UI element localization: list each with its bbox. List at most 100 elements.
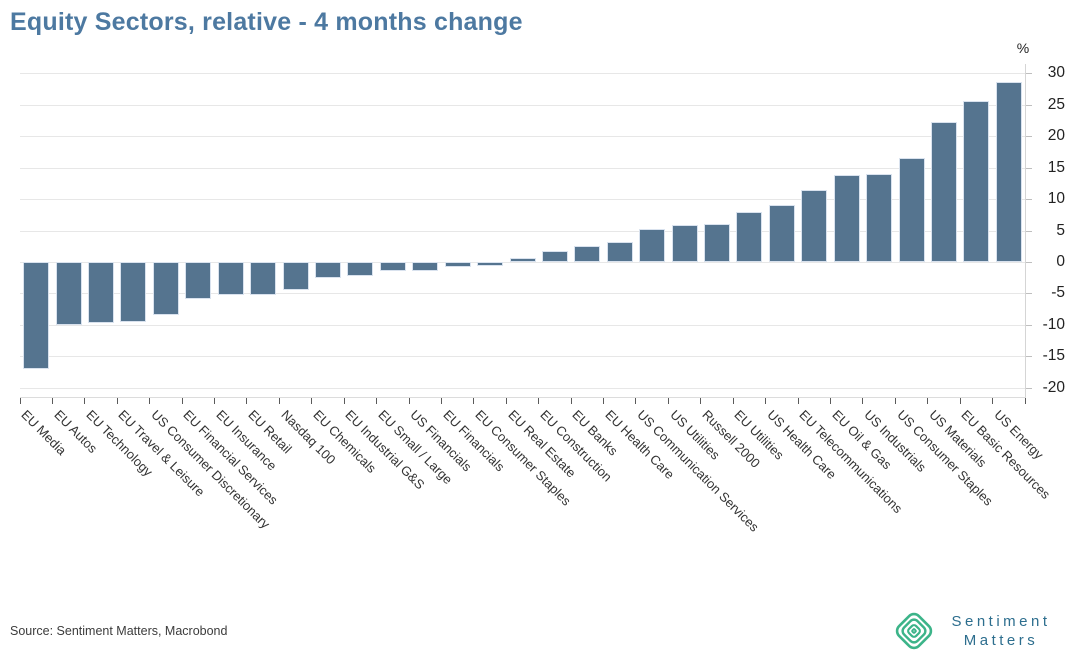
bar-us-materials [930,122,957,262]
x-tick-mark [116,398,118,404]
y-axis-unit-label: % [1016,40,1030,56]
x-tick-mark [603,398,605,404]
bar-eu-telecommunications [801,190,828,262]
y-tick-label: 0 [1056,252,1065,270]
y-tick-label: 5 [1056,221,1065,239]
x-tick-mark [181,398,183,404]
y-tick-label: -5 [1051,284,1065,302]
bar-eu-basic-resources [963,101,990,262]
bar-chart-plot-area [19,64,1032,404]
bar-eu-technology [88,261,115,324]
x-tick-mark [278,398,280,404]
y-tick-mark [1026,167,1032,169]
y-tick-mark [1026,387,1032,389]
logo-line-2: Matters [963,632,1039,649]
gridline [20,104,1026,106]
x-tick-mark [473,398,475,404]
x-tick-mark [51,398,53,404]
y-axis-labels: 30 25 20 15 10 5 0 -5 -10 -15 -20 [1031,64,1065,397]
x-tick-mark [667,398,669,404]
x-tick-mark [992,398,994,404]
logo-line-1: Sentiment [951,613,1051,630]
y-tick-label: -10 [1042,315,1065,333]
x-tick-mark [505,398,507,404]
y-tick-mark [1026,199,1032,201]
logo-wordmark: Sentiment Matters [939,612,1063,650]
y-tick-mark [1026,73,1032,75]
page-title: Equity Sectors, relative - 4 months chan… [10,8,523,36]
y-tick-label: 30 [1047,64,1065,82]
bar-eu-chemicals [314,261,341,279]
bar-us-consumer-discretionary [152,261,179,315]
x-tick-mark [959,398,961,404]
y-tick-mark [1026,324,1032,326]
x-tick-mark [570,398,572,404]
y-tick-mark [1026,230,1032,232]
x-tick-mark [732,398,734,404]
gridline [20,261,1026,263]
x-tick-mark [214,398,216,404]
bar-eu-small-large [379,261,406,272]
bar-eu-industrial-g-s [347,261,374,276]
y-tick-mark [1026,104,1032,106]
concentric-diamond-icon [895,612,933,650]
bar-us-consumer-staples [898,158,925,262]
x-tick-mark [894,398,896,404]
bar-eu-real-estate [509,258,536,262]
x-tick-mark [84,398,86,404]
bar-eu-consumer-staples [477,261,504,266]
bar-nasdaq-100 [282,261,309,290]
gridline [20,199,1026,201]
bar-us-financials [412,261,439,271]
bar-eu-financials [444,261,471,267]
x-tick-mark [700,398,702,404]
gridline [20,293,1026,295]
gridline [20,230,1026,232]
x-tick-mark [797,398,799,404]
gridline [20,136,1026,138]
y-tick-label: 15 [1047,158,1065,176]
bar-eu-autos [55,261,82,325]
x-tick-mark [538,398,540,404]
bar-us-industrials [866,173,893,262]
bar-us-utilities [671,225,698,262]
gridline [20,387,1026,389]
gridline [20,356,1026,358]
bar-eu-construction [541,250,568,262]
y-tick-mark [1026,261,1032,263]
x-tick-mark [246,398,248,404]
x-tick-mark [862,398,864,404]
x-axis-line [20,397,1026,398]
bar-eu-health-care [606,241,633,262]
bar-us-energy [995,81,1022,262]
y-tick-label: -15 [1042,347,1065,365]
bar-eu-insurance [217,261,244,296]
x-tick-mark [408,398,410,404]
bar-eu-retail [250,261,277,295]
y-tick-mark [1026,293,1032,295]
gridline [20,167,1026,169]
bar-eu-media [23,261,50,369]
bar-eu-financial-services [185,261,212,299]
gridline [20,324,1026,326]
bar-us-communication-services [639,228,666,262]
x-tick-mark [829,398,831,404]
x-tick-mark [1024,398,1026,404]
x-tick-mark [765,398,767,404]
y-tick-label: -20 [1042,378,1065,396]
x-tick-mark [149,398,151,404]
x-tick-mark [311,398,313,404]
y-tick-label: 20 [1047,127,1065,145]
bar-eu-banks [574,245,601,262]
x-tick-mark [376,398,378,404]
y-tick-mark [1026,136,1032,138]
y-tick-label: 10 [1047,190,1065,208]
x-tick-mark [927,398,929,404]
bar-russell-2000 [704,223,731,262]
sentiment-matters-logo: Sentiment Matters [893,608,1063,654]
bar-us-health-care [768,205,795,262]
x-tick-mark [635,398,637,404]
source-note: Source: Sentiment Matters, Macrobond [10,624,228,638]
y-tick-label: 25 [1047,95,1065,113]
